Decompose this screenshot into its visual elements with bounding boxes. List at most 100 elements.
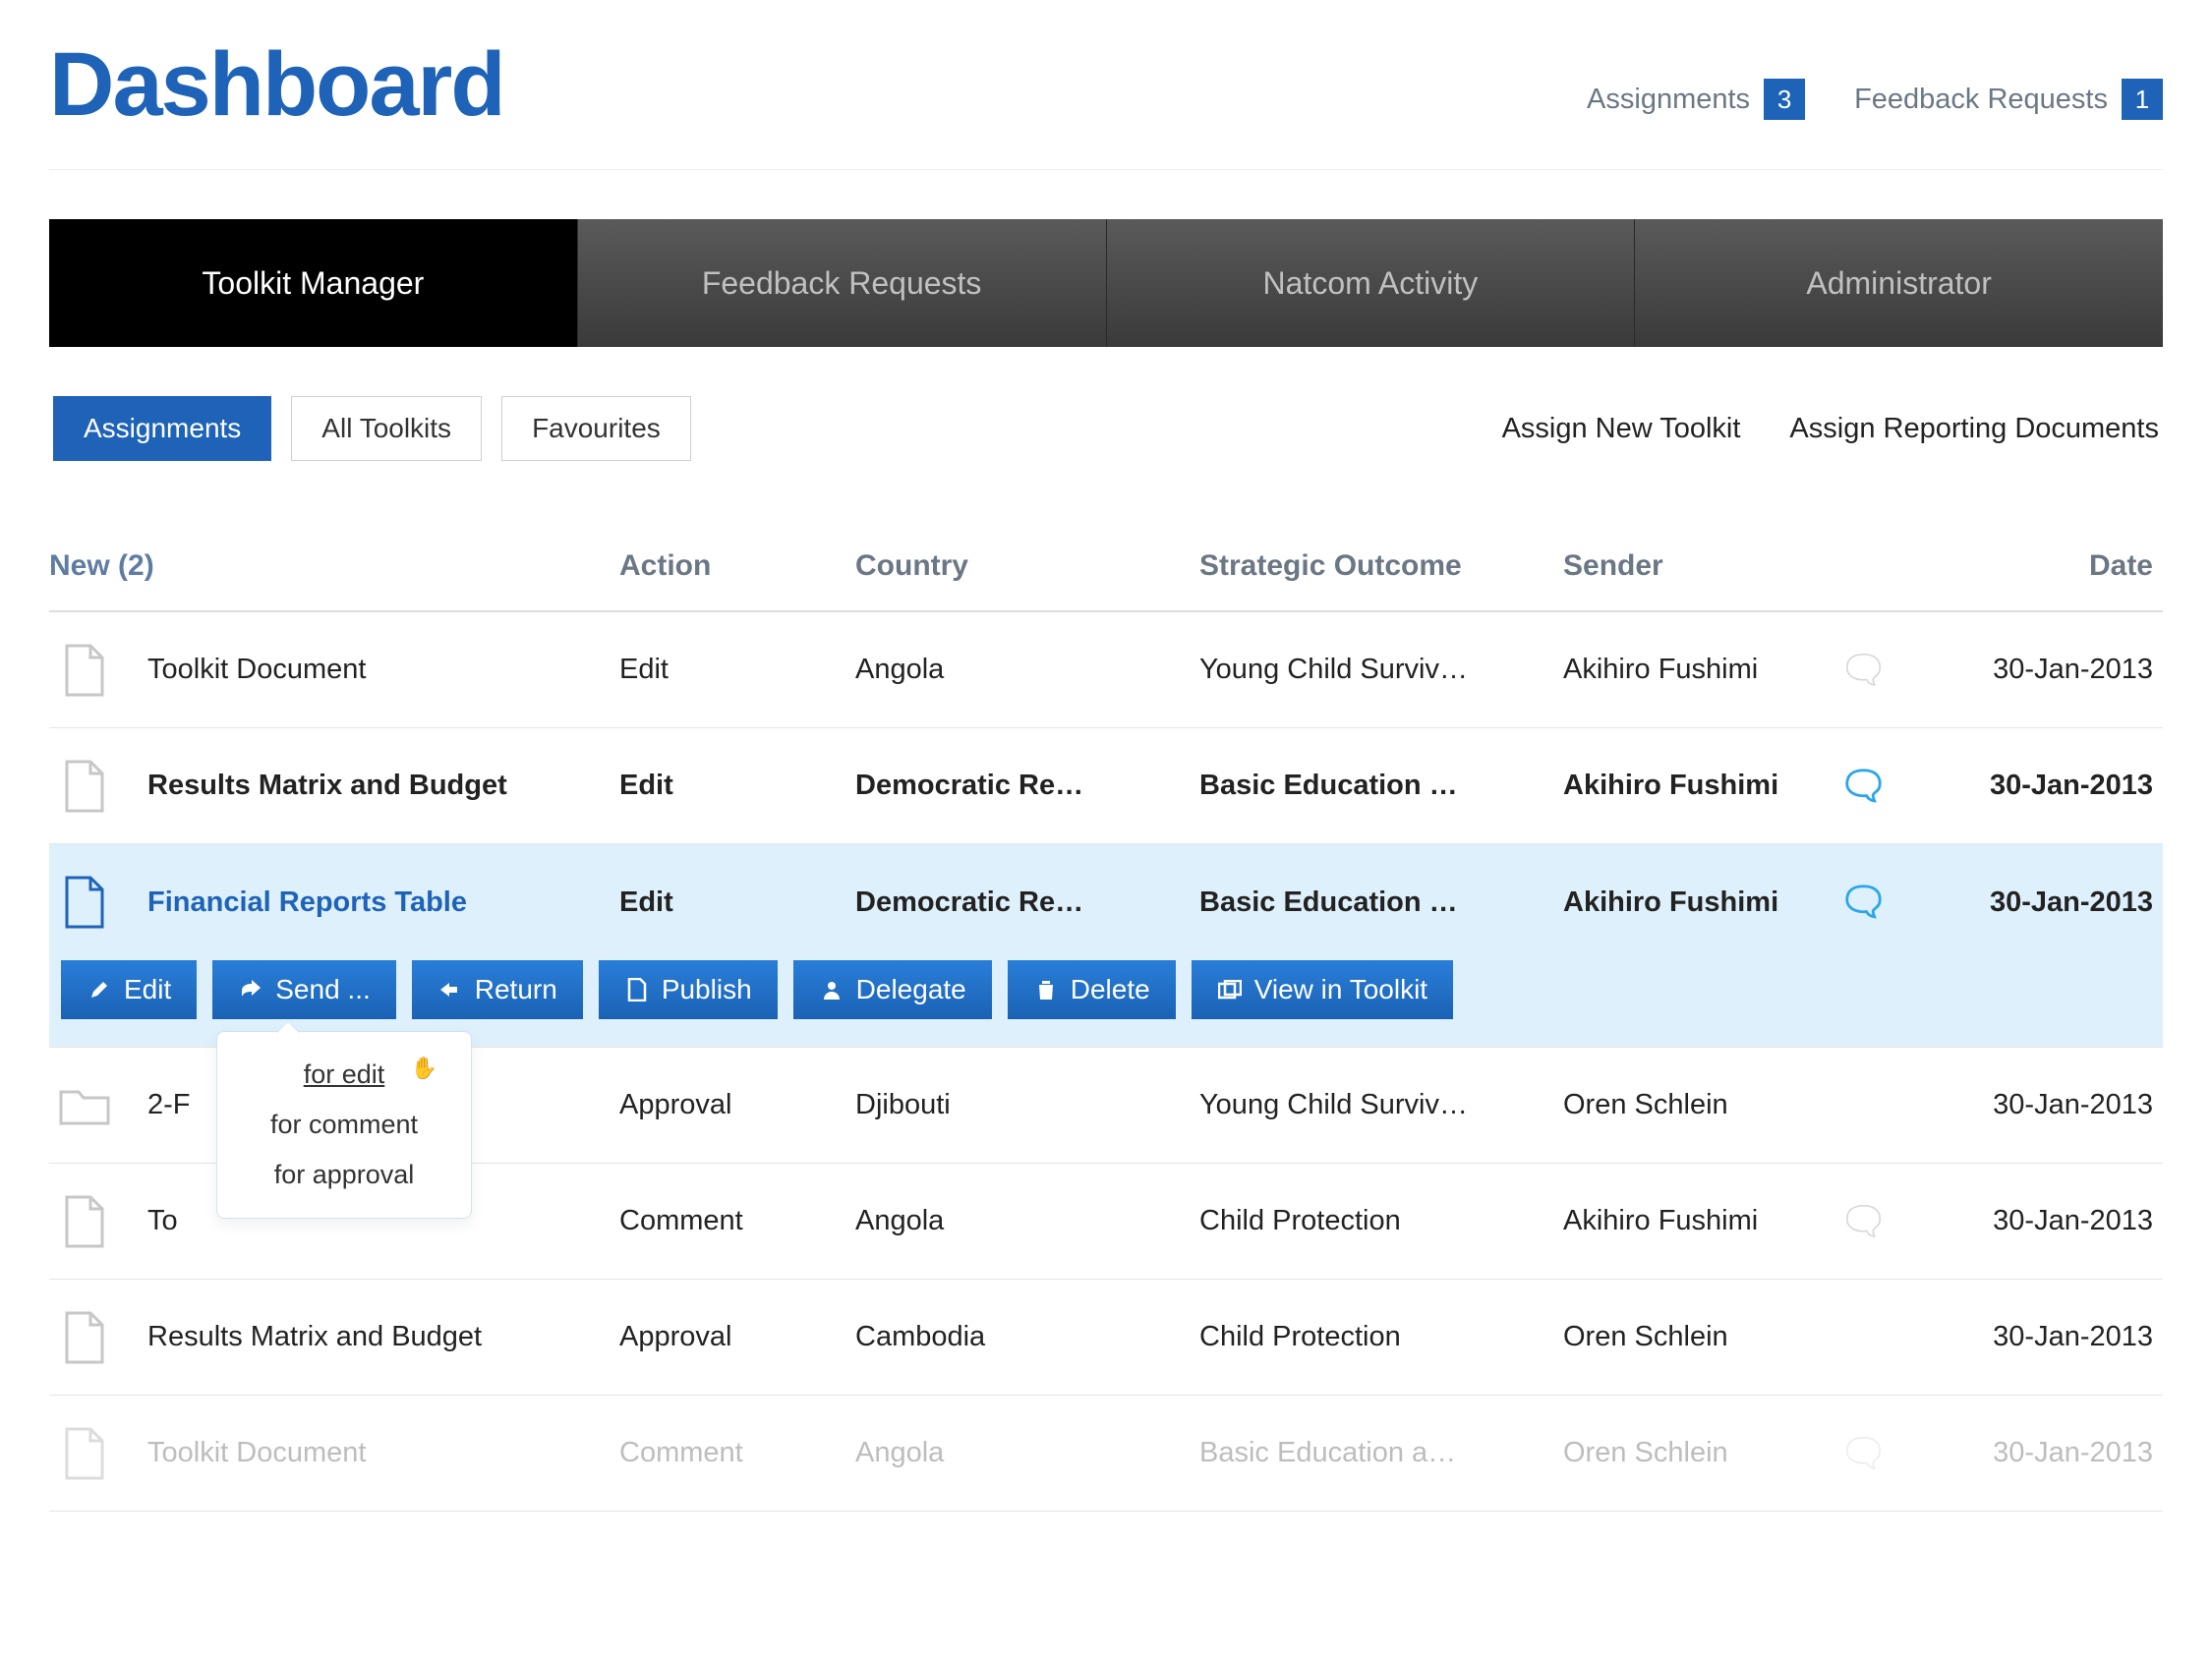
file-icon [55, 1424, 114, 1483]
action-send-label: Send ... [275, 974, 371, 1005]
action-delegate-label: Delegate [856, 974, 966, 1005]
table-group-label[interactable]: New (2) [49, 549, 610, 583]
cell-outcome: Young Child Surviv… [1199, 654, 1553, 686]
cell-outcome: Basic Education … [1199, 887, 1553, 919]
cell-sender: Akihiro Fushimi [1563, 1205, 1829, 1237]
cell-sender: Akihiro Fushimi [1563, 654, 1829, 686]
action-delete[interactable]: Delete [1008, 960, 1176, 1019]
file-icon [55, 1192, 114, 1251]
main-tabs: Toolkit Manager Feedback Requests Natcom… [49, 219, 2163, 347]
filter-favourites[interactable]: Favourites [501, 396, 691, 461]
cell-date: 30-Jan-2013 [1927, 1205, 2163, 1237]
filter-buttons: Assignments All Toolkits Favourites [53, 396, 691, 461]
cell-country: Djibouti [855, 1089, 1190, 1121]
page-title: Dashboard [49, 39, 504, 130]
action-edit[interactable]: Edit [61, 960, 197, 1019]
cell-outcome: Child Protection [1199, 1321, 1553, 1353]
tab-feedback-requests[interactable]: Feedback Requests [578, 219, 1107, 347]
cell-sender: Akihiro Fushimi [1563, 770, 1829, 802]
table-row[interactable]: Results Matrix and Budget Approval Cambo… [49, 1280, 2163, 1396]
cell-outcome: Young Child Surviv… [1199, 1089, 1553, 1121]
cell-action: Edit [619, 770, 845, 802]
cell-sender: Oren Schlein [1563, 1437, 1829, 1469]
cell-outcome: Child Protection [1199, 1205, 1553, 1237]
folder-icon [55, 1076, 114, 1135]
cell-country: Democratic Re… [855, 887, 1190, 919]
col-sender[interactable]: Sender [1563, 549, 1829, 583]
table-row-selected: Financial Reports Table Edit Democratic … [49, 844, 2163, 1048]
cell-date: 30-Jan-2013 [1927, 1437, 2163, 1469]
action-send[interactable]: Send ... [212, 960, 396, 1019]
counter-feedback-requests[interactable]: Feedback Requests 1 [1854, 79, 2163, 120]
col-country[interactable]: Country [855, 549, 1190, 583]
send-option-for-edit[interactable]: for edit [217, 1050, 471, 1100]
table-row[interactable]: Financial Reports Table Edit Democratic … [49, 844, 2163, 960]
link-assign-new-toolkit[interactable]: Assign New Toolkit [1502, 413, 1741, 445]
table-row[interactable]: Toolkit Document Comment Angola Basic Ed… [49, 1396, 2163, 1512]
action-publish[interactable]: Publish [599, 960, 778, 1019]
cell-outcome: Basic Education … [1199, 770, 1553, 802]
cell-date: 30-Jan-2013 [1927, 1089, 2163, 1121]
cell-action: Edit [619, 887, 845, 919]
cell-name: Results Matrix and Budget [147, 770, 610, 802]
cell-action: Comment [619, 1437, 845, 1469]
table-header-row: New (2) Action Country Strategic Outcome… [49, 549, 2163, 612]
tab-administrator[interactable]: Administrator [1635, 219, 2163, 347]
action-edit-label: Edit [124, 974, 171, 1005]
action-publish-label: Publish [662, 974, 752, 1005]
cell-country: Angola [855, 1205, 1190, 1237]
send-option-for-comment[interactable]: for comment [217, 1100, 471, 1150]
cell-sender: Oren Schlein [1563, 1321, 1829, 1353]
action-delegate[interactable]: Delegate [793, 960, 992, 1019]
counter-assignments[interactable]: Assignments 3 [1587, 79, 1805, 120]
toolkit-icon [1217, 977, 1243, 1002]
table-row[interactable]: Results Matrix and Budget Edit Democrati… [49, 728, 2163, 844]
cell-action: Approval [619, 1089, 845, 1121]
action-return-label: Return [475, 974, 557, 1005]
cell-country: Cambodia [855, 1321, 1190, 1353]
cell-country: Democratic Re… [855, 770, 1190, 802]
col-outcome[interactable]: Strategic Outcome [1199, 549, 1553, 583]
counter-feedback-label: Feedback Requests [1854, 84, 2108, 116]
col-date[interactable]: Date [1927, 549, 2163, 583]
assignments-table: New (2) Action Country Strategic Outcome… [49, 549, 2163, 1512]
cell-name: Financial Reports Table [147, 887, 610, 919]
trash-icon [1033, 977, 1059, 1002]
filter-assignments[interactable]: Assignments [53, 396, 271, 461]
file-icon [55, 1308, 114, 1367]
tab-natcom-activity[interactable]: Natcom Activity [1107, 219, 1636, 347]
action-return[interactable]: Return [412, 960, 583, 1019]
cell-date: 30-Jan-2013 [1927, 1321, 2163, 1353]
tab-toolkit-manager[interactable]: Toolkit Manager [49, 219, 578, 347]
cell-name: Toolkit Document [147, 654, 610, 686]
counter-assignments-label: Assignments [1587, 84, 1750, 116]
cell-sender: Oren Schlein [1563, 1089, 1829, 1121]
cell-date: 30-Jan-2013 [1927, 654, 2163, 686]
header-counters: Assignments 3 Feedback Requests 1 [1587, 79, 2163, 120]
cell-outcome: Basic Education a… [1199, 1437, 1553, 1469]
link-assign-reporting-documents[interactable]: Assign Reporting Documents [1789, 413, 2159, 445]
col-action[interactable]: Action [619, 549, 845, 583]
file-icon [55, 641, 114, 700]
cell-name: Toolkit Document [147, 1437, 610, 1469]
filter-all-toolkits[interactable]: All Toolkits [291, 396, 482, 461]
return-icon [437, 977, 463, 1002]
user-icon [819, 977, 844, 1002]
action-view-in-toolkit[interactable]: View in Toolkit [1192, 960, 1453, 1019]
comment-icon: 🗨 [1838, 1202, 1917, 1241]
cell-country: Angola [855, 1437, 1190, 1469]
assign-links: Assign New Toolkit Assign Reporting Docu… [1502, 413, 2159, 445]
comment-icon: 🗨 [1838, 651, 1917, 690]
counter-assignments-badge: 3 [1764, 79, 1805, 120]
comment-icon[interactable]: 🗨 [1838, 767, 1917, 806]
pencil-icon [87, 977, 112, 1002]
cell-date: 30-Jan-2013 [1927, 887, 2163, 919]
row-action-bar: Edit Send ... Return Publish Delegate De… [49, 960, 2163, 1019]
cell-country: Angola [855, 654, 1190, 686]
send-option-for-approval[interactable]: for approval [217, 1150, 471, 1200]
comment-icon: 🗨 [1838, 1434, 1917, 1473]
comment-icon[interactable]: 🗨 [1838, 883, 1917, 922]
share-icon [238, 977, 263, 1002]
table-row[interactable]: Toolkit Document Edit Angola Young Child… [49, 612, 2163, 728]
file-icon [55, 757, 114, 816]
